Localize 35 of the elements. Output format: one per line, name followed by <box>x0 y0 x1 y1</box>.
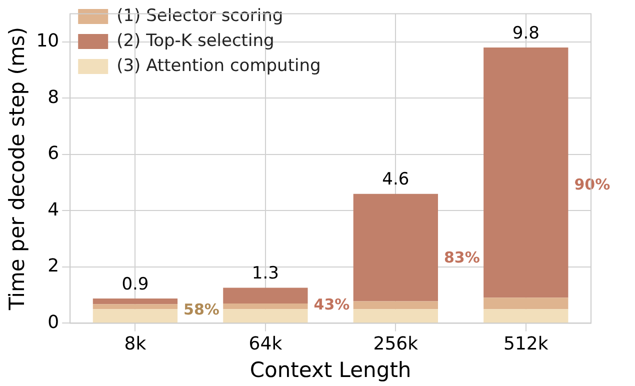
y-tick-label: 4 <box>48 199 60 220</box>
legend-label: (1) Selector scoring <box>116 6 284 26</box>
y-tick-label: 2 <box>48 256 60 277</box>
y-axis-title: Time per decode step (ms) <box>5 26 30 312</box>
x-tick-label: 64k <box>248 334 283 355</box>
x-axis-title: Context Length <box>250 358 412 382</box>
y-tick-label: 10 <box>36 30 60 52</box>
bar <box>223 304 308 310</box>
y-tick-label: 6 <box>48 143 60 164</box>
bar <box>484 48 568 298</box>
annotation: 90% <box>574 175 610 194</box>
total-label: 9.8 <box>512 23 540 44</box>
legend-label: (2) Top-K selecting <box>116 30 274 51</box>
bar <box>92 304 178 310</box>
bar <box>223 309 308 323</box>
bar <box>353 301 438 310</box>
y-tick-label: 0 <box>48 312 60 333</box>
total-label: 4.6 <box>382 170 410 190</box>
bar <box>484 309 568 323</box>
annotation: 83% <box>444 248 480 266</box>
x-tick-label: 8k <box>124 334 147 355</box>
annotation: 58% <box>184 300 220 319</box>
legend-label: (3) Attention computing <box>116 56 321 76</box>
bar <box>223 288 308 304</box>
x-tick-label: 512k <box>503 334 549 355</box>
x-tick-label: 256k <box>373 334 419 355</box>
y-tick-label: 8 <box>48 86 60 108</box>
total-label: 1.3 <box>252 264 279 284</box>
bar <box>353 194 438 302</box>
bar <box>92 298 178 304</box>
bar <box>353 309 438 323</box>
bar <box>92 309 178 323</box>
bar <box>484 298 568 310</box>
annotation: 43% <box>314 295 350 314</box>
total-label: 0.9 <box>122 274 149 294</box>
